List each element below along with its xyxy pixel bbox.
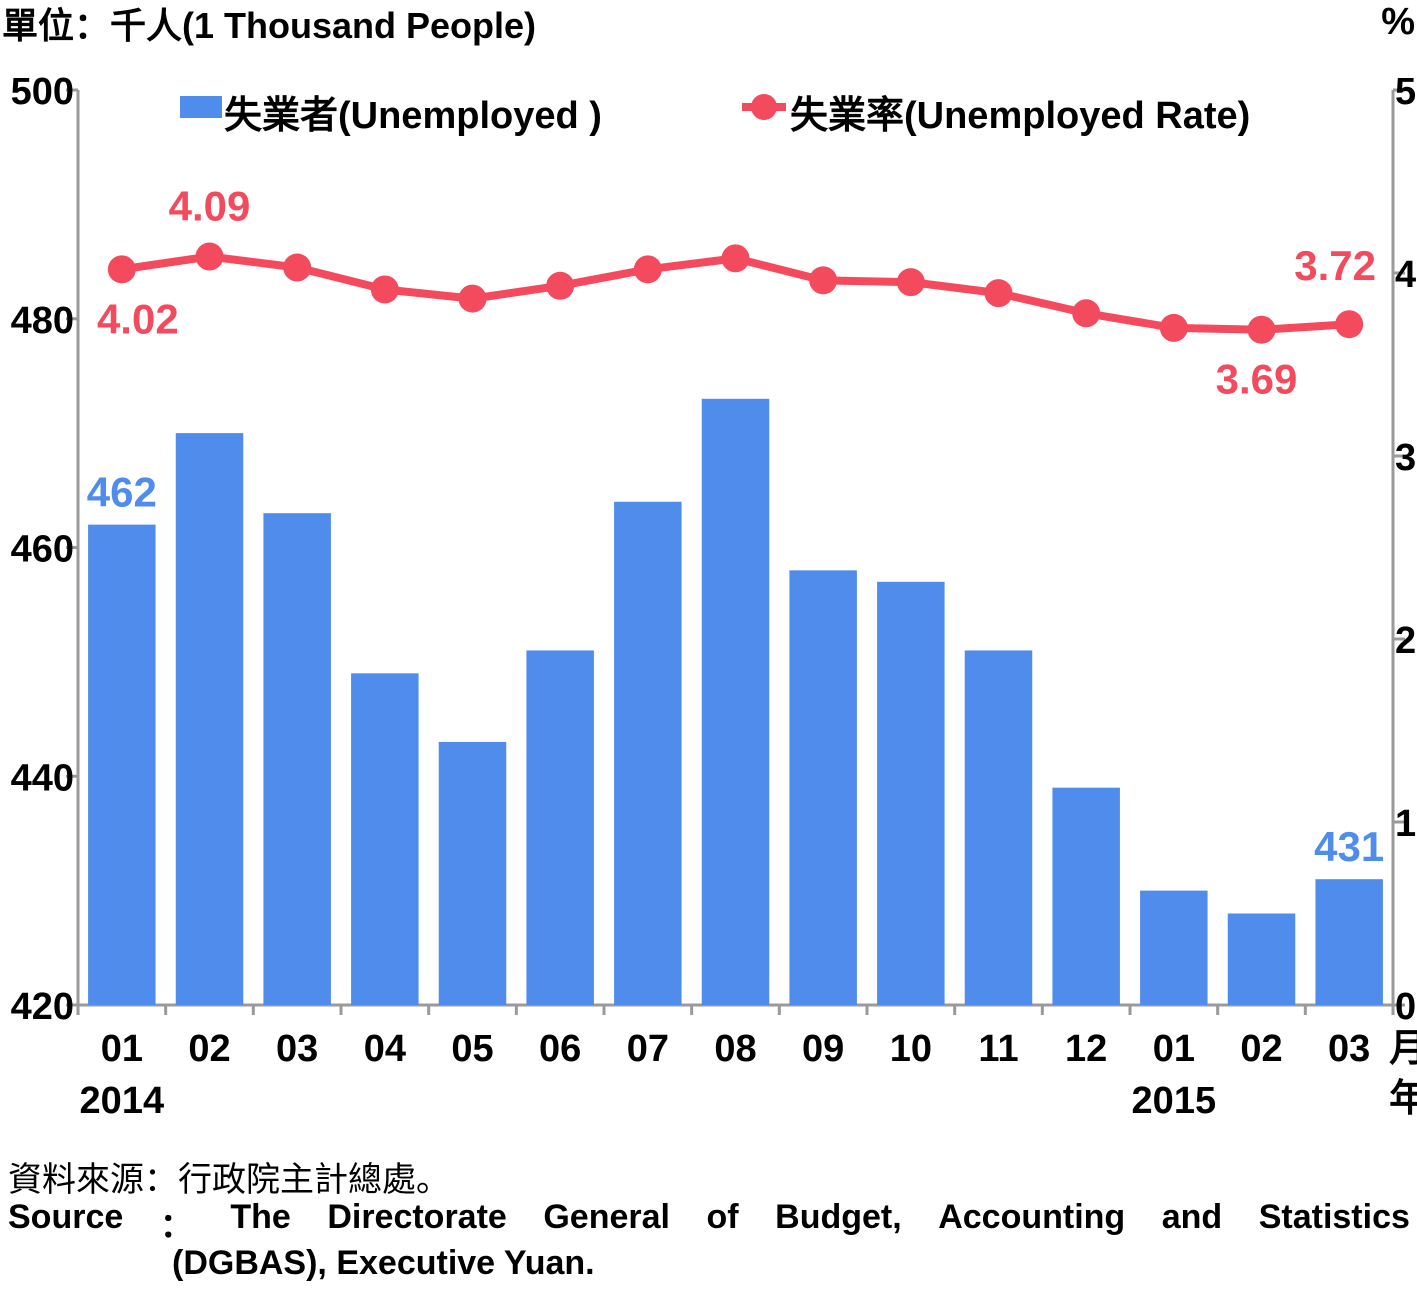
x-tick-label: 10 bbox=[890, 1028, 932, 1070]
legend-swatch-unemployed bbox=[180, 96, 222, 118]
right-tick-label: 2 bbox=[1395, 620, 1416, 662]
right-tick-label: 3 bbox=[1395, 437, 1416, 479]
data-label: 462 bbox=[87, 469, 157, 516]
bar bbox=[1227, 913, 1296, 1005]
x-tick-label: 05 bbox=[451, 1028, 493, 1070]
bar bbox=[1140, 890, 1208, 1005]
data-labels: 462 431 4.02 4.09 3.69 3.72 bbox=[87, 183, 1384, 871]
bar bbox=[877, 581, 945, 1005]
x-tick-label: 01 bbox=[1153, 1028, 1195, 1070]
x-tick-label: 07 bbox=[627, 1028, 669, 1070]
rate-point bbox=[195, 242, 224, 271]
source-en-line2: (DGBAS), Executive Yuan. bbox=[172, 1244, 595, 1282]
left-tick-label: 500 bbox=[11, 71, 74, 113]
line-series bbox=[107, 242, 1364, 344]
rate-point bbox=[283, 253, 312, 282]
left-tick-label: 440 bbox=[11, 757, 74, 799]
bar bbox=[614, 501, 682, 1005]
rate-point bbox=[458, 284, 487, 313]
source-word: General bbox=[543, 1198, 670, 1236]
source-zh: 資料來源：行政院主計總處。 bbox=[8, 1161, 450, 1199]
x-tick-label: 02 bbox=[1240, 1028, 1282, 1070]
source-word: and bbox=[1161, 1198, 1223, 1236]
rate-point bbox=[107, 255, 136, 284]
rate-point bbox=[809, 266, 838, 295]
bar bbox=[351, 673, 419, 1005]
bar bbox=[964, 650, 1033, 1005]
bar bbox=[88, 524, 156, 1005]
right-tick-label: 0 bbox=[1395, 986, 1416, 1028]
data-label: 4.09 bbox=[169, 183, 251, 230]
year-suffix-label: 年 bbox=[1389, 1078, 1417, 1120]
data-label: 3.72 bbox=[1294, 242, 1376, 289]
source-word: Accounting bbox=[938, 1198, 1126, 1236]
right-tick-label: 5 bbox=[1395, 71, 1416, 113]
bar bbox=[526, 650, 594, 1005]
source-word: Directorate bbox=[327, 1198, 507, 1236]
x-tick-label: 02 bbox=[188, 1028, 230, 1070]
bar bbox=[701, 398, 770, 1005]
right-tick-label: 1 bbox=[1395, 803, 1416, 845]
right-unit-label: % bbox=[1381, 1, 1415, 43]
source-word: ： bbox=[159, 1207, 194, 1245]
data-label: 3.69 bbox=[1216, 356, 1298, 403]
legend: 失業者(Unemployed ) 失業率(Unemployed Rate) bbox=[180, 94, 1250, 137]
x-tick-label: 08 bbox=[714, 1028, 756, 1070]
bar bbox=[438, 741, 507, 1005]
month-suffix-label: 月 bbox=[1389, 1028, 1417, 1070]
rate-point bbox=[984, 279, 1013, 308]
bar-series bbox=[88, 398, 1383, 1005]
bar bbox=[175, 433, 244, 1005]
rate-point bbox=[1072, 299, 1101, 328]
unit-label: 單位：千人(1 Thousand People) bbox=[2, 5, 536, 46]
source-word: of bbox=[706, 1198, 739, 1236]
source-en-line1: Source ： The Directorate General of Budg… bbox=[8, 1198, 1410, 1247]
x-tick-label: 03 bbox=[1328, 1028, 1370, 1070]
legend-marker-rate bbox=[751, 94, 777, 120]
year-label: 2014 bbox=[80, 1080, 165, 1122]
rate-point bbox=[721, 244, 750, 273]
legend-label-unemployed: 失業者(Unemployed ) bbox=[224, 95, 602, 137]
unemployment-chart: 單位：千人(1 Thousand People) % 4204404604805… bbox=[2, 1, 1417, 1122]
data-label: 431 bbox=[1314, 823, 1384, 870]
bar bbox=[1052, 787, 1120, 1005]
bar bbox=[1315, 879, 1383, 1005]
source-word: Source bbox=[8, 1198, 124, 1236]
x-tick-label: 09 bbox=[802, 1028, 844, 1070]
rate-point bbox=[1159, 313, 1188, 342]
year-label: 2015 bbox=[1132, 1080, 1217, 1122]
left-tick-label: 420 bbox=[11, 986, 74, 1028]
source-word: Budget, bbox=[775, 1198, 902, 1236]
x-tick-label: 04 bbox=[364, 1028, 406, 1070]
source-word: The bbox=[230, 1198, 291, 1236]
rate-point bbox=[370, 275, 399, 304]
x-tick-label: 11 bbox=[978, 1028, 1018, 1070]
rate-point bbox=[546, 271, 575, 300]
legend-label-rate: 失業率(Unemployed Rate) bbox=[790, 95, 1250, 137]
x-tick-label: 12 bbox=[1065, 1028, 1107, 1070]
x-tick-label: 06 bbox=[539, 1028, 581, 1070]
source-word: Statistics bbox=[1258, 1198, 1410, 1236]
rate-point bbox=[896, 268, 925, 297]
x-tick-label: 01 bbox=[101, 1028, 143, 1070]
bar bbox=[263, 513, 331, 1005]
x-tick-label: 03 bbox=[276, 1028, 318, 1070]
rate-point bbox=[633, 255, 662, 284]
left-tick-label: 460 bbox=[11, 529, 74, 571]
right-tick-label: 4 bbox=[1395, 254, 1416, 296]
data-label: 4.02 bbox=[97, 295, 179, 342]
bar bbox=[789, 570, 857, 1005]
rate-point bbox=[1335, 310, 1364, 339]
left-tick-label: 480 bbox=[11, 300, 74, 342]
rate-point bbox=[1247, 315, 1276, 344]
